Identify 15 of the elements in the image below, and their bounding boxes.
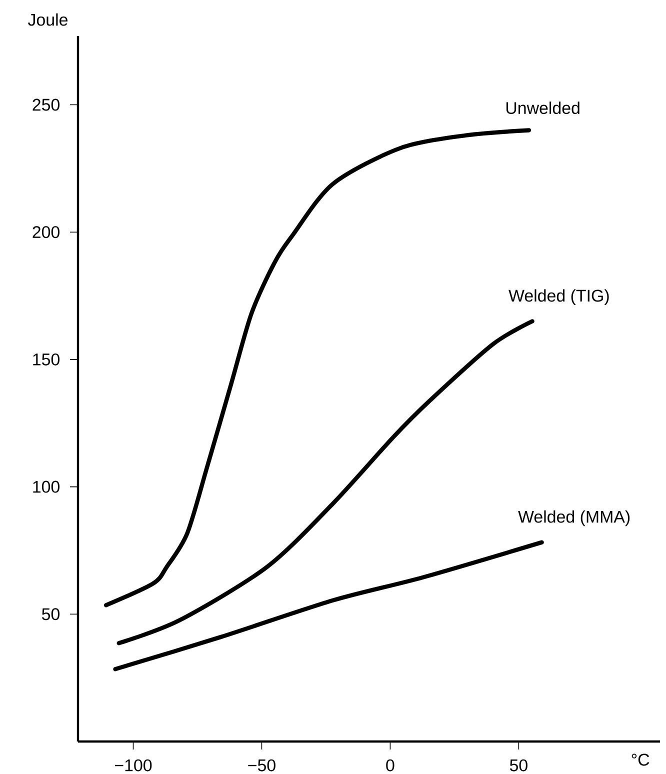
- line-series: [113, 540, 544, 672]
- y-tick-label: 200: [32, 226, 60, 238]
- series-label: Unwelded: [506, 102, 580, 114]
- y-tick-label: 150: [33, 353, 60, 366]
- x-tick-label: −100: [115, 759, 152, 772]
- x-axis-title: °C: [632, 754, 650, 766]
- y-tick-label: 250: [32, 98, 60, 111]
- y-tick-label: 100: [33, 480, 60, 493]
- series-label: Welded (TIG): [508, 289, 609, 306]
- y-tick-label: 50: [42, 608, 60, 620]
- x-tick-label: 50: [510, 759, 528, 772]
- x-tick-label: −50: [248, 759, 276, 772]
- x-tick-label: 0: [386, 759, 394, 772]
- y-axis-title: Joule: [28, 13, 68, 26]
- series-label: Welded (MMA): [518, 510, 630, 526]
